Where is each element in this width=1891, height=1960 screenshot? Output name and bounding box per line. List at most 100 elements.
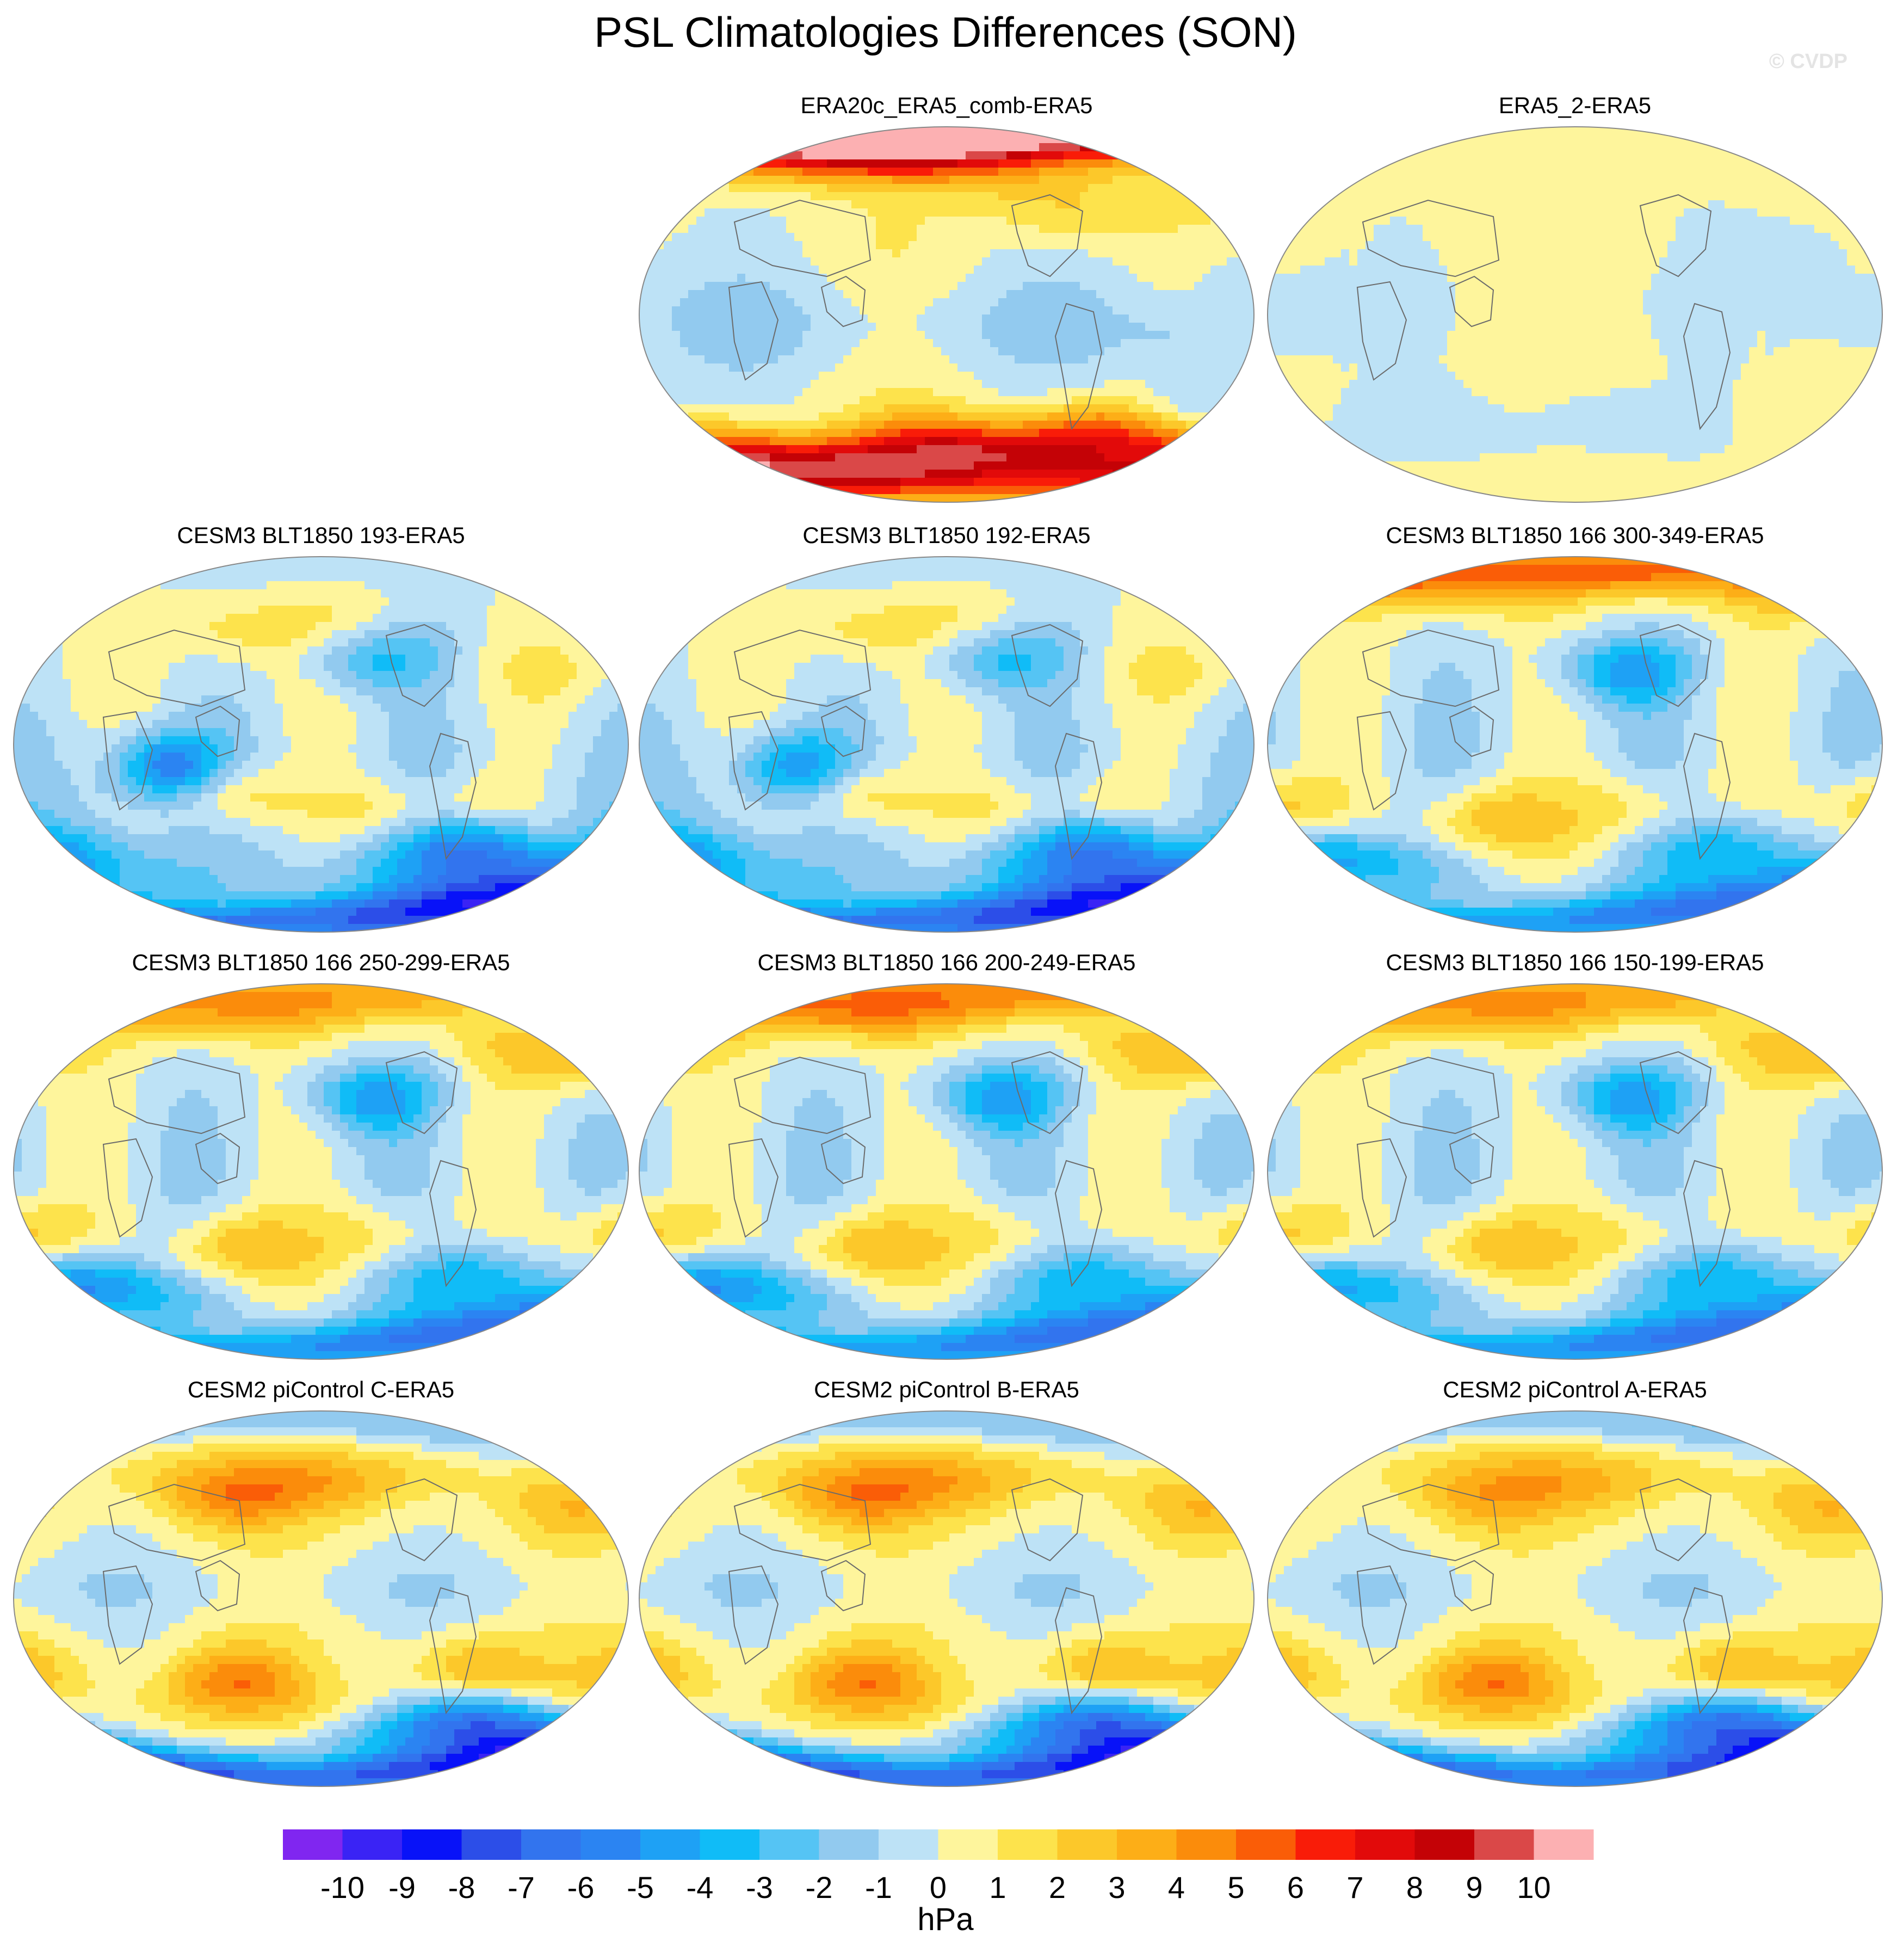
map-cell xyxy=(949,323,958,331)
map-cell xyxy=(1480,200,1488,209)
map-cell xyxy=(990,290,999,299)
map-cell xyxy=(933,168,942,176)
map-cell xyxy=(737,421,746,429)
map-cell xyxy=(1219,208,1227,217)
map-cell xyxy=(1602,184,1611,193)
map-cell xyxy=(827,241,836,250)
map-cell xyxy=(1757,143,1766,152)
map-cell xyxy=(1170,159,1178,168)
map-cell xyxy=(1072,257,1080,266)
map-cell xyxy=(868,470,876,478)
map-cell xyxy=(721,233,730,242)
map-cell xyxy=(998,298,1007,307)
map-cell xyxy=(1325,274,1333,282)
map-cell xyxy=(1651,143,1660,152)
map-cell xyxy=(680,306,689,315)
map-cell xyxy=(1855,192,1864,201)
map-cell xyxy=(1121,225,1129,233)
map-cell xyxy=(1643,217,1652,225)
map-cell xyxy=(664,347,672,356)
map-cell xyxy=(786,388,795,397)
map-cell xyxy=(1708,159,1717,168)
map-cell xyxy=(1880,225,1882,233)
map-cell xyxy=(1455,127,1464,135)
map-cell xyxy=(1243,461,1252,470)
map-cell xyxy=(851,404,860,413)
map-cell xyxy=(1096,421,1105,429)
map-cell xyxy=(1064,143,1072,152)
map-cell xyxy=(917,241,925,250)
map-cell xyxy=(1047,429,1056,437)
map-cell xyxy=(1064,257,1072,266)
map-cell xyxy=(647,478,656,486)
map-cell xyxy=(753,412,762,421)
map-cell xyxy=(705,274,713,282)
map-cell xyxy=(1790,241,1799,250)
map-cell xyxy=(1667,168,1676,176)
map-cell xyxy=(778,290,787,299)
map-cell xyxy=(982,396,991,405)
map-cell xyxy=(1096,453,1105,462)
map-cell xyxy=(1325,217,1333,225)
map-cell xyxy=(982,380,991,389)
map-cell xyxy=(1064,396,1072,405)
map-cell xyxy=(680,412,689,421)
map-cell xyxy=(1170,266,1178,274)
map-cell xyxy=(1447,208,1456,217)
map-cell xyxy=(1308,249,1317,258)
map-cell xyxy=(1113,208,1121,217)
map-cell xyxy=(860,306,868,315)
map-cell xyxy=(1496,151,1505,160)
map-cell xyxy=(1251,168,1254,176)
map-cell xyxy=(909,372,917,380)
map-cell xyxy=(1847,200,1856,209)
map-cell xyxy=(811,388,819,397)
map-cell xyxy=(680,266,689,274)
map-cell xyxy=(827,396,836,405)
map-cell xyxy=(1357,249,1366,258)
map-cell xyxy=(1145,470,1154,478)
map-cell xyxy=(1480,233,1488,242)
map-cell xyxy=(990,208,999,217)
map-cell xyxy=(1129,437,1138,446)
map-cell xyxy=(1374,200,1382,209)
map-cell xyxy=(688,429,697,437)
map-cell xyxy=(1553,151,1562,160)
map-cell xyxy=(1798,208,1807,217)
map-cell xyxy=(1439,159,1448,168)
map-cell xyxy=(1757,208,1766,217)
map-cell xyxy=(778,494,787,502)
map-cell xyxy=(1521,135,1529,144)
map-cell xyxy=(1039,315,1048,323)
map-cell xyxy=(933,339,942,348)
map-cell xyxy=(982,233,991,242)
map-cell xyxy=(1561,143,1570,152)
map-cell xyxy=(762,470,770,478)
map-cell xyxy=(1472,184,1480,193)
map-cell xyxy=(1006,233,1015,242)
map-cell xyxy=(1047,159,1056,168)
map-cell xyxy=(1186,298,1195,307)
map-cell xyxy=(1064,225,1072,233)
map-cell xyxy=(1765,257,1774,266)
map-cell xyxy=(1365,151,1374,160)
map-cell xyxy=(1178,461,1186,470)
map-cell xyxy=(1047,282,1056,291)
map-cell xyxy=(1137,266,1146,274)
map-cell xyxy=(1439,192,1448,201)
map-cell xyxy=(1104,233,1113,242)
map-cell xyxy=(647,274,656,282)
map-cell xyxy=(909,143,917,152)
map-cell xyxy=(884,143,893,152)
map-cell xyxy=(688,176,697,184)
map-cell xyxy=(786,445,795,454)
map-cell xyxy=(876,135,885,144)
map-cell xyxy=(664,184,672,193)
map-cell xyxy=(1773,151,1782,160)
map-cell xyxy=(1251,429,1254,437)
map-cell xyxy=(1545,127,1554,135)
map-cell xyxy=(1137,494,1146,502)
map-cell xyxy=(762,421,770,429)
map-cell xyxy=(1839,233,1847,242)
map-cell xyxy=(786,372,795,380)
